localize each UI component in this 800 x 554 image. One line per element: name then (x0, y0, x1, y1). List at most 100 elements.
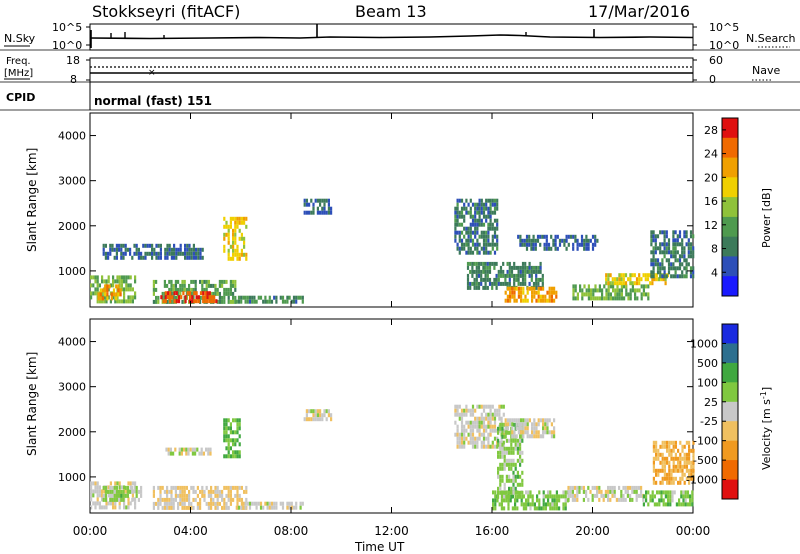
data-cell (503, 490, 506, 495)
data-cell (533, 430, 536, 435)
data-cell (456, 210, 459, 215)
data-cell (183, 283, 186, 288)
data-cell (677, 456, 680, 461)
data-cell (471, 202, 475, 207)
data-cell (640, 489, 643, 494)
data-cell (221, 279, 224, 284)
data-cell (692, 452, 695, 457)
data-cell (184, 255, 187, 260)
data-cell (682, 494, 685, 499)
data-cell (131, 489, 134, 494)
data-cell (225, 485, 228, 490)
data-cell (177, 287, 180, 292)
data-cell (528, 281, 531, 286)
data-cell (645, 490, 648, 495)
data-cell (223, 295, 226, 300)
data-cell (530, 273, 533, 278)
data-cell (471, 218, 475, 223)
data-cell (157, 243, 160, 248)
data-cell (544, 298, 547, 303)
data-cell (496, 198, 499, 203)
data-cell (460, 242, 464, 247)
data-cell (497, 438, 500, 443)
data-cell (522, 426, 525, 431)
data-cell (98, 505, 101, 510)
data-cell (204, 291, 207, 296)
data-cell (531, 494, 534, 499)
data-cell (548, 298, 551, 303)
data-cell (199, 501, 202, 506)
data-cell (533, 294, 536, 299)
data-cell (101, 299, 104, 304)
data-cell (119, 288, 122, 293)
data-cell (159, 489, 162, 494)
data-cell (546, 298, 549, 303)
data-cell (184, 247, 187, 252)
data-cell (501, 434, 504, 439)
data-cell (655, 273, 658, 278)
data-cell (527, 498, 530, 503)
data-cell (216, 489, 219, 494)
data-cell (480, 424, 483, 429)
data-cell (460, 222, 464, 227)
data-cell (234, 454, 237, 459)
data-cell (114, 299, 117, 304)
data-cell (164, 247, 167, 252)
data-cell (616, 296, 619, 301)
data-cell (668, 480, 671, 485)
data-cell (489, 242, 492, 247)
data-cell (177, 493, 180, 498)
data-cell (585, 288, 588, 293)
data-cell (205, 447, 208, 452)
data-cell (98, 299, 101, 304)
data-cell (681, 238, 684, 243)
data-cell (208, 295, 211, 300)
data-cell (487, 416, 490, 421)
data-cell (199, 299, 202, 304)
data-cell (266, 299, 269, 304)
data-cell (201, 247, 204, 252)
data-cell (476, 424, 479, 429)
data-cell (321, 206, 324, 211)
data-cell (569, 493, 572, 498)
data-cell (190, 287, 193, 292)
data-cell (120, 251, 123, 256)
data-cell (689, 498, 692, 503)
data-cell (478, 242, 481, 247)
data-cell (177, 485, 180, 490)
data-cell (547, 502, 550, 507)
data-cell (137, 255, 140, 260)
data-cell (546, 430, 549, 435)
data-cell (92, 493, 95, 498)
data-cell (114, 505, 117, 510)
data-cell (207, 451, 210, 456)
data-cell (689, 230, 693, 235)
data-cell (454, 412, 457, 417)
data-cell (517, 290, 520, 295)
data-cell (112, 288, 116, 293)
data-cell (589, 238, 592, 243)
data-cell (532, 242, 535, 247)
data-cell (524, 298, 527, 303)
data-cell (181, 299, 184, 304)
data-cell (685, 274, 688, 279)
data-cell (118, 243, 121, 248)
data-cell (649, 494, 652, 499)
data-cell (668, 444, 671, 449)
data-cell (221, 493, 224, 498)
data-cell (275, 295, 278, 300)
data-cell (201, 287, 204, 292)
data-cell (514, 474, 517, 479)
data-cell (175, 251, 178, 256)
data-cell (232, 248, 235, 253)
data-cell (179, 489, 182, 494)
data-cell (240, 299, 243, 304)
data-cell (491, 242, 494, 247)
data-cell (647, 490, 650, 495)
data-cell (480, 202, 483, 207)
data-cell (634, 288, 637, 293)
data-cell (223, 426, 226, 431)
data-cell (308, 409, 311, 414)
data-cell (456, 444, 459, 449)
data-cell (123, 299, 126, 304)
